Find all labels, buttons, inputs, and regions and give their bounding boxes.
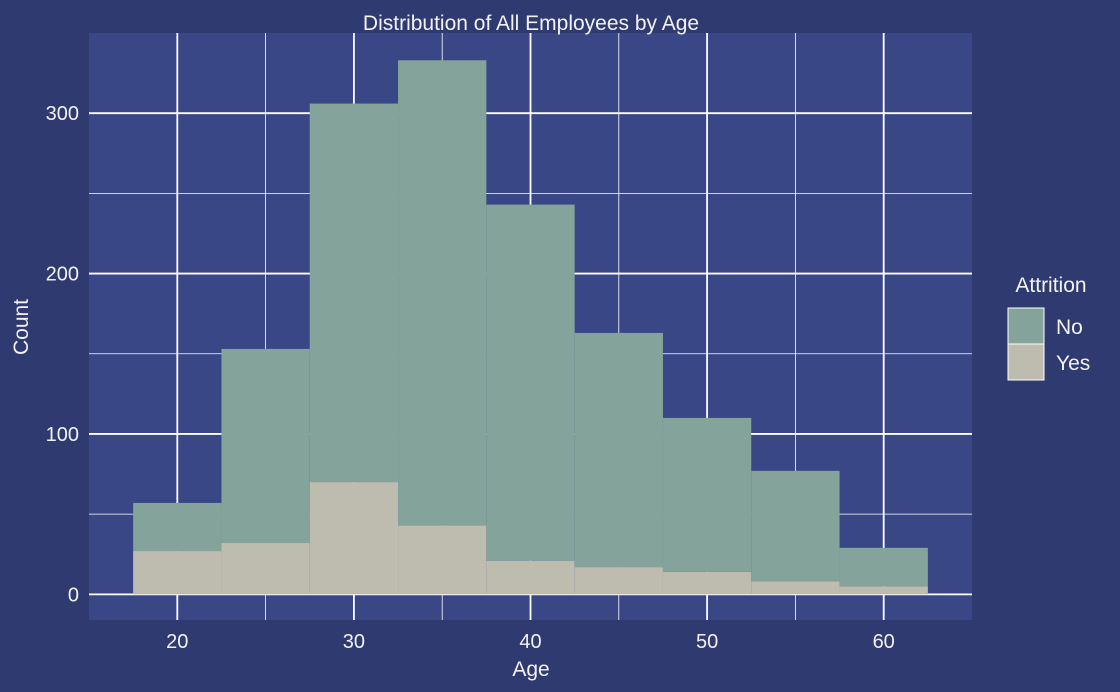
legend-key-yes xyxy=(1007,343,1045,381)
bar-yes xyxy=(133,551,222,595)
bar-no xyxy=(133,502,222,552)
bar-no xyxy=(574,332,663,568)
bar-yes xyxy=(221,543,310,595)
bar-yes xyxy=(751,581,840,595)
bar-yes xyxy=(574,567,663,595)
legend: Attrition No Yes xyxy=(1007,274,1090,381)
y-tick-label: 200 xyxy=(46,264,79,286)
bar-yes xyxy=(398,525,487,595)
x-tick-label: 60 xyxy=(873,631,895,653)
bars-group xyxy=(133,60,928,595)
bar-yes xyxy=(662,571,752,595)
bar-yes xyxy=(839,586,928,595)
y-tick-label: 300 xyxy=(46,103,79,125)
bar-no xyxy=(398,60,487,526)
x-tick-label: 50 xyxy=(696,631,718,653)
bar-yes xyxy=(309,482,399,595)
legend-title: Attrition xyxy=(1015,274,1086,297)
legend-label-yes: Yes xyxy=(1056,352,1090,375)
x-tick-labels: 20 30 40 50 60 xyxy=(166,631,895,653)
bar-yes xyxy=(486,560,575,595)
y-tick-label: 0 xyxy=(68,584,79,606)
y-tick-label: 100 xyxy=(46,424,79,446)
y-tick-labels: 0 100 200 300 xyxy=(46,103,79,606)
bar-no xyxy=(839,547,928,587)
legend-key-no xyxy=(1007,307,1045,345)
bar-no xyxy=(309,103,399,483)
bar-no xyxy=(662,417,752,572)
chart-title: Distribution of All Employees by Age xyxy=(363,12,699,35)
x-tick-label: 40 xyxy=(519,631,541,653)
bar-no xyxy=(486,204,575,561)
bar-no xyxy=(221,348,310,544)
x-tick-label: 20 xyxy=(166,631,188,653)
y-axis-label: Count xyxy=(10,299,33,355)
legend-label-no: No xyxy=(1056,316,1083,339)
x-axis-label: Age xyxy=(512,658,549,681)
x-tick-label: 30 xyxy=(343,631,365,653)
bar-no xyxy=(751,470,840,582)
